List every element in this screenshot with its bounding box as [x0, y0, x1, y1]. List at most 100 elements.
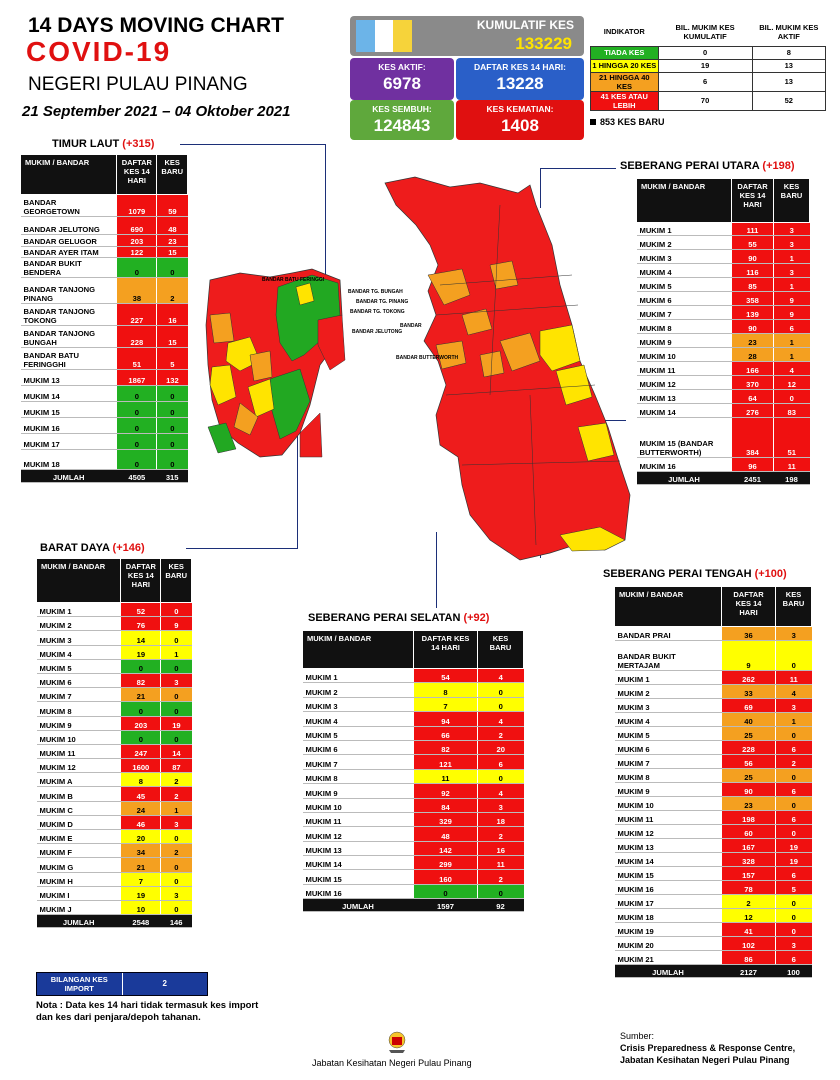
mukim-name: MUKIM 16: [636, 457, 732, 472]
daftar-kes-value: 157: [721, 866, 776, 881]
total-row: JUMLAH 2548 146: [36, 914, 192, 929]
daftar-kes-value: 0: [116, 401, 157, 418]
bullet-icon: [590, 118, 596, 125]
legend-row-kum: 19: [657, 58, 753, 73]
table-header: KES BARU: [160, 558, 192, 603]
daftar-kes-value: 328: [721, 852, 776, 867]
mukim-name: MUKIM 4: [36, 645, 121, 660]
table-row: MUKIM 6 228 6: [614, 740, 812, 755]
state-name: NEGERI PULAU PINANG: [28, 74, 248, 95]
spu-table: MUKIM / BANDAR DAFTAR KES 14 HARI KES BARU…: [636, 178, 810, 485]
daftar-kes-value: 139: [731, 305, 774, 320]
daftar-kes-value: 227: [116, 303, 157, 326]
mukim-name: BANDAR TANJONG PINANG: [20, 277, 117, 304]
table-header: KES BARU: [775, 586, 812, 627]
table-header: DAFTAR KES 14 HARI: [116, 154, 158, 195]
mukim-name: MUKIM 15 (BANDAR BUTTERWORTH): [636, 417, 732, 458]
barat-daya-table: MUKIM / BANDAR DAFTAR KES 14 HARI KES BARU…: [35, 558, 192, 929]
kes-baru-value: 0: [160, 701, 192, 717]
table-row: MUKIM 7 121 6: [302, 754, 524, 770]
kes-baru-value: 83: [773, 403, 810, 418]
kes-baru-value: 0: [775, 922, 812, 937]
source-line-2: Jabatan Kesihatan Negeri Pulau Pinang: [620, 1055, 790, 1065]
mukim-name: MUKIM 6: [36, 673, 121, 689]
mukim-name: MUKIM 2: [36, 616, 121, 632]
table-row: BANDAR GEORGETOWN 1079 59: [20, 194, 188, 217]
department-name: Jabatan Kesihatan Negeri Pulau Pinang: [312, 1058, 472, 1068]
kes-baru-value: 0: [477, 884, 524, 900]
table-row: MUKIM 10 84 3: [302, 798, 524, 813]
table-header: DAFTAR KES 14 HARI: [413, 630, 478, 669]
total-label: JUMLAH: [302, 898, 414, 913]
spt-table: MUKIM / BANDAR DAFTAR KES 14 HARI KES BARU…: [614, 586, 812, 978]
kes-baru-value: 0: [775, 640, 812, 671]
aktif-label: KES AKTIF:: [378, 62, 426, 72]
mukim-name: BANDAR PRAI: [614, 626, 722, 641]
mukim-name: MUKIM 9: [302, 783, 414, 799]
kes-baru-value: 0: [156, 401, 188, 418]
daftar-kes-value: 167: [721, 838, 776, 853]
mukim-name: MUKIM A: [36, 772, 121, 788]
kes-baru-value: 0: [160, 829, 192, 845]
total-baru: 100: [775, 964, 812, 978]
kes-baru-value: 3: [773, 222, 810, 236]
daftar-kes-value: 69: [721, 698, 776, 713]
kes-baru-value: 23: [156, 234, 188, 247]
mukim-name: MUKIM B: [36, 786, 121, 802]
mukim-name: MUKIM 1: [36, 602, 121, 618]
source-block: Sumber: Crisis Preparedness & Response C…: [620, 1030, 795, 1066]
kes-baru-value: 0: [477, 769, 524, 785]
kes-baru-value: 6: [775, 810, 812, 825]
kes-baru-value: 2: [160, 786, 192, 802]
table-row: MUKIM 14 276 83: [636, 403, 810, 418]
daftar-kes-value: 52: [120, 602, 161, 618]
table-row: MUKIM 13 64 0: [636, 389, 810, 404]
kes-baru-value: 2: [477, 826, 524, 842]
kes-baru-value: 0: [156, 417, 188, 434]
mukim-name: BANDAR GEORGETOWN: [20, 194, 117, 217]
kes-baru-value: 2: [160, 772, 192, 788]
table-row: BANDAR AYER ITAM 122 15: [20, 246, 188, 258]
total-label: JUMLAH: [614, 964, 722, 978]
kes-baru-value: 2: [477, 726, 524, 741]
daftar-kes-value: 0: [116, 417, 157, 434]
table-row: MUKIM 11 247 14: [36, 744, 192, 760]
daftar-kes-value: 2: [721, 894, 776, 909]
daftar-kes-value: 0: [120, 659, 161, 674]
table-row: MUKIM 14 328 19: [614, 852, 812, 867]
kes-baru-value: 0: [160, 630, 192, 646]
kes-baru-value: 48: [156, 216, 188, 235]
sembuh-label: KES SEMBUH:: [372, 104, 432, 114]
table-row: MUKIM 15 157 6: [614, 866, 812, 881]
kes-baru-value: 6: [775, 866, 812, 881]
mukim-name: MUKIM 11: [614, 810, 722, 825]
mukim-name: BANDAR JELUTONG: [20, 216, 117, 235]
table-row: MUKIM 17 2 0: [614, 894, 812, 909]
mukim-name: MUKIM 12: [302, 826, 414, 842]
total-row: JUMLAH 2451 198: [636, 471, 810, 485]
mukim-name: MUKIM 3: [636, 249, 732, 264]
mukim-name: MUKIM 17: [20, 433, 117, 450]
kes-baru-value: 0: [160, 659, 192, 674]
table-row: MUKIM 11 329 18: [302, 812, 524, 828]
table-row: BANDAR JELUTONG 690 48: [20, 216, 188, 235]
table-row: MUKIM I 19 3: [36, 886, 192, 901]
table-row: BANDAR BUKIT BENDERA 0 0: [20, 257, 188, 278]
daftar-kes-value: 166: [731, 361, 774, 376]
daftar-kes-value: 23: [731, 333, 774, 348]
kes-baru-value: 1: [160, 801, 192, 816]
daftar-kes-value: 102: [721, 936, 776, 951]
table-row: MUKIM 13 142 16: [302, 841, 524, 857]
kes-baru-value: 3: [160, 673, 192, 689]
mukim-name: MUKIM 18: [614, 908, 722, 923]
daftar-kes-value: 66: [413, 726, 478, 741]
daftar-kes-value: 33: [721, 684, 776, 699]
table-row: MUKIM 10 0 0: [36, 730, 192, 745]
total-baru: 146: [160, 914, 192, 929]
table-header: KES BARU: [773, 178, 810, 223]
daftar-kes-value: 111: [731, 222, 774, 236]
total-baru: 315: [156, 469, 188, 483]
map-label: BANDAR BUTTERWORTH: [396, 355, 459, 361]
